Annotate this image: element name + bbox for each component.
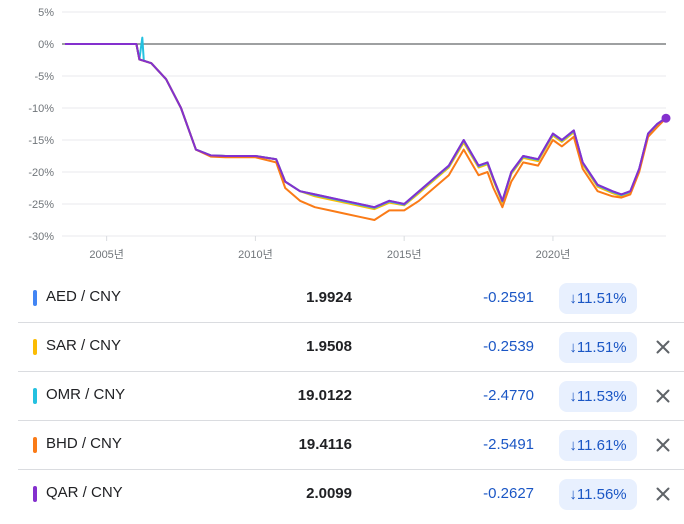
currency-pair-label: OMR / CNY [46, 386, 126, 403]
series-color-swatch [33, 339, 37, 355]
rate-change-value: -0.2539 [483, 338, 534, 355]
series-end-marker [661, 113, 671, 123]
comparison-row[interactable]: OMR / CNY 19.0122 -2.4770 ↓11.53% [18, 372, 684, 421]
close-icon[interactable] [651, 384, 675, 408]
arrow-down-icon: ↓ [569, 388, 577, 405]
series-color-swatch [33, 437, 37, 453]
percent-change-value: 11.51% [576, 290, 627, 307]
percent-change-value: 11.51% [576, 339, 627, 356]
exchange-rate-value: 2.0099 [306, 485, 352, 502]
comparison-row[interactable]: QAR / CNY 2.0099 -0.2627 ↓11.56% [18, 470, 684, 519]
percent-change-value: 11.56% [576, 486, 627, 503]
series-color-swatch [33, 388, 37, 404]
currency-pair-label: BHD / CNY [46, 435, 122, 452]
arrow-down-icon: ↓ [569, 290, 577, 307]
y-tick-label: -5% [34, 71, 54, 83]
y-tick-label: -30% [28, 231, 54, 243]
percent-change-badge: ↓11.51% [559, 283, 637, 314]
x-tick-label: 2015년 [387, 248, 422, 261]
comparison-row[interactable]: AED / CNY 1.9924 -0.2591 ↓11.51% [18, 274, 684, 323]
arrow-down-icon: ↓ [569, 486, 577, 503]
x-tick-label: 2020년 [536, 248, 571, 261]
percent-change-value: 11.53% [576, 388, 627, 405]
y-tick-label: 0% [38, 39, 54, 51]
rate-change-value: -2.5491 [483, 436, 534, 453]
comparison-line-chart: 5% 0% -5% -10% -15% -20% -25% -30% 2005년 2010년 201… [28, 7, 671, 261]
remove-comparison-button[interactable] [651, 482, 675, 506]
currency-pair-label: SAR / CNY [46, 337, 122, 354]
percent-change-badge: ↓11.61% [559, 430, 637, 461]
rate-change-value: -0.2591 [483, 289, 534, 306]
remove-comparison-button[interactable] [651, 384, 675, 408]
exchange-rate-value: 19.0122 [297, 387, 352, 404]
remove-comparison-button[interactable] [651, 433, 675, 457]
percent-change-badge: ↓11.51% [559, 332, 637, 363]
comparison-row[interactable]: SAR / CNY 1.9508 -0.2539 ↓11.51% [18, 323, 684, 372]
y-tick-label: -20% [28, 167, 54, 179]
currency-pair-label: AED / CNY [46, 288, 122, 305]
currency-pair-label: QAR / CNY [46, 484, 123, 501]
arrow-down-icon: ↓ [569, 339, 577, 356]
series-line-bhd [65, 43, 667, 221]
close-icon[interactable] [651, 482, 675, 506]
percent-change-badge: ↓11.53% [559, 381, 637, 412]
rate-change-value: -0.2627 [483, 485, 534, 502]
comparison-row[interactable]: BHD / CNY 19.4116 -2.5491 ↓11.61% [18, 421, 684, 470]
arrow-down-icon: ↓ [569, 437, 577, 454]
series-color-swatch [33, 290, 37, 306]
percent-change-value: 11.61% [576, 437, 627, 454]
x-tick-label: 2010년 [238, 248, 273, 261]
y-tick-label: 5% [38, 7, 54, 19]
y-tick-label: -15% [28, 135, 54, 147]
y-tick-label: -10% [28, 103, 54, 115]
close-icon[interactable] [651, 335, 675, 359]
y-tick-label: -25% [28, 199, 54, 211]
remove-comparison-button[interactable] [651, 335, 675, 359]
exchange-rate-value: 1.9508 [306, 338, 352, 355]
rate-change-value: -2.4770 [483, 387, 534, 404]
series-color-swatch [33, 486, 37, 502]
percent-change-badge: ↓11.56% [559, 479, 637, 510]
exchange-rate-value: 19.4116 [298, 436, 352, 453]
series-line-omr [65, 36, 667, 209]
close-icon[interactable] [651, 433, 675, 457]
series-line-qar [65, 43, 667, 209]
exchange-rate-value: 1.9924 [306, 289, 352, 306]
x-tick-label: 2005년 [89, 248, 124, 261]
